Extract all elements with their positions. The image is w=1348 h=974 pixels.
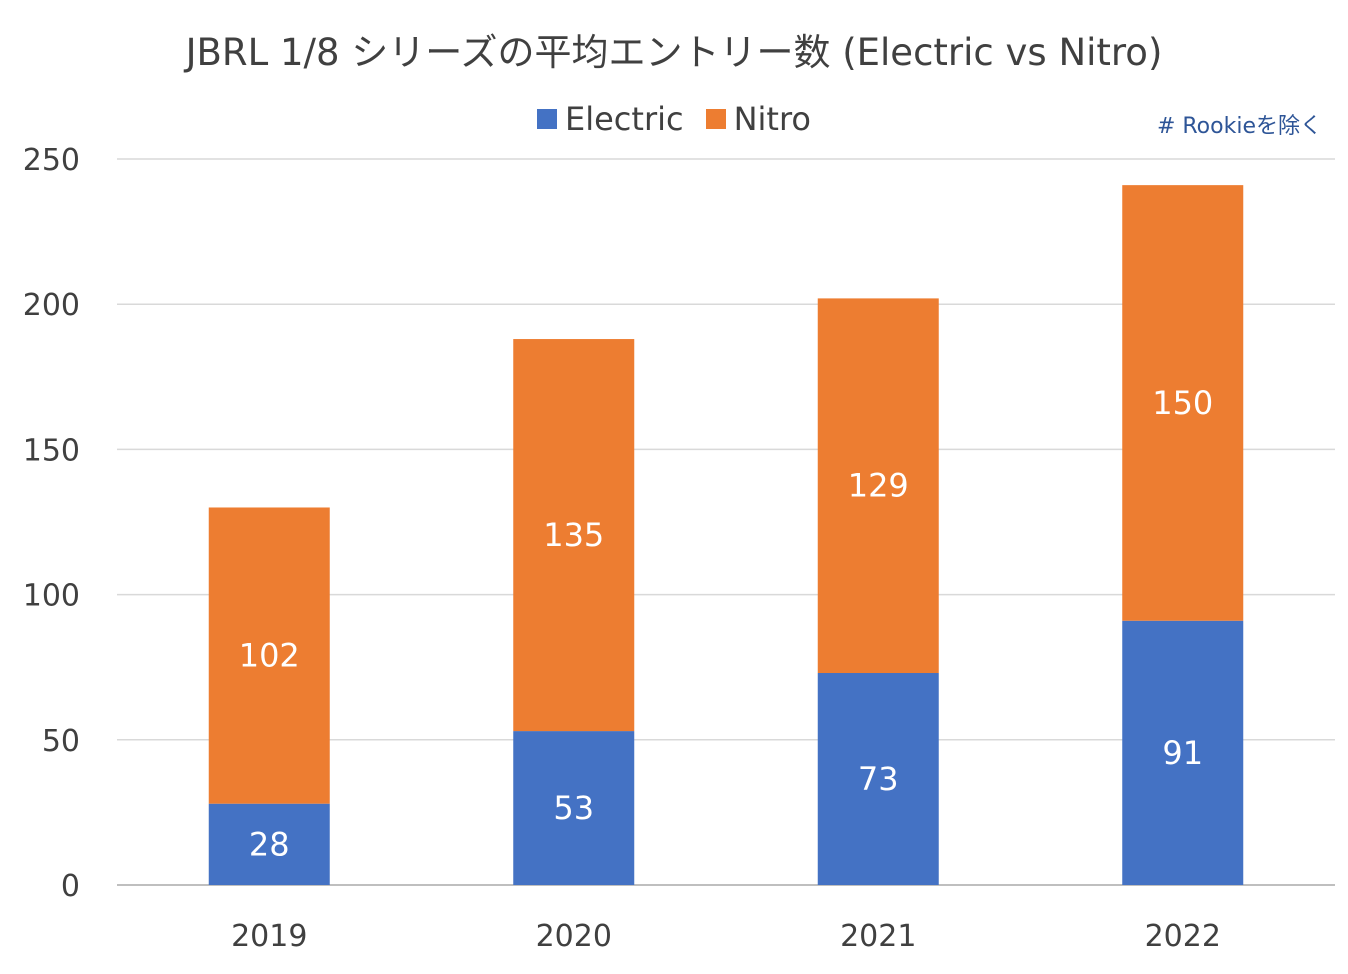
data-label-electric: 73 xyxy=(858,760,899,798)
legend-label-electric: Electric xyxy=(565,100,684,138)
bar-electric xyxy=(513,731,635,885)
data-label-nitro: 150 xyxy=(1152,384,1213,422)
x-tick-label: 2021 xyxy=(840,919,916,954)
y-tick-label: 150 xyxy=(23,433,80,468)
y-tick-label: 50 xyxy=(42,724,80,759)
bar-electric xyxy=(208,803,330,885)
bar-electric xyxy=(817,673,939,885)
bar-nitro xyxy=(1122,185,1244,621)
data-label-nitro: 135 xyxy=(543,516,604,554)
legend-label-nitro: Nitro xyxy=(733,100,811,138)
bar-nitro xyxy=(513,339,635,732)
data-label-electric: 53 xyxy=(553,789,594,827)
legend-swatch-electric xyxy=(537,109,557,129)
bar-electric xyxy=(1122,620,1244,885)
x-tick-label: 2020 xyxy=(536,919,612,954)
y-tick-label: 0 xyxy=(61,869,80,904)
rookie-note: # Rookieを除く xyxy=(1156,114,1322,139)
bar-nitro xyxy=(208,507,330,804)
data-label-electric: 91 xyxy=(1162,734,1203,772)
y-tick-label: 200 xyxy=(23,288,80,323)
chart-title: JBRL 1/8 シリーズの平均エントリー数 (Electric vs Nitr… xyxy=(185,31,1163,74)
y-tick-label: 100 xyxy=(23,579,80,614)
data-label-electric: 28 xyxy=(249,825,290,863)
x-tick-label: 2022 xyxy=(1145,919,1221,954)
bar-nitro xyxy=(817,298,939,674)
x-tick-label: 2019 xyxy=(231,919,307,954)
legend-swatch-nitro xyxy=(705,109,726,129)
legend: Electric Nitro xyxy=(0,100,1348,138)
legend-item-nitro: Nitro xyxy=(705,100,811,138)
y-tick-label: 250 xyxy=(23,143,80,178)
legend-item-electric: Electric xyxy=(537,100,684,138)
data-label-nitro: 129 xyxy=(848,467,909,505)
data-label-nitro: 102 xyxy=(239,637,300,675)
